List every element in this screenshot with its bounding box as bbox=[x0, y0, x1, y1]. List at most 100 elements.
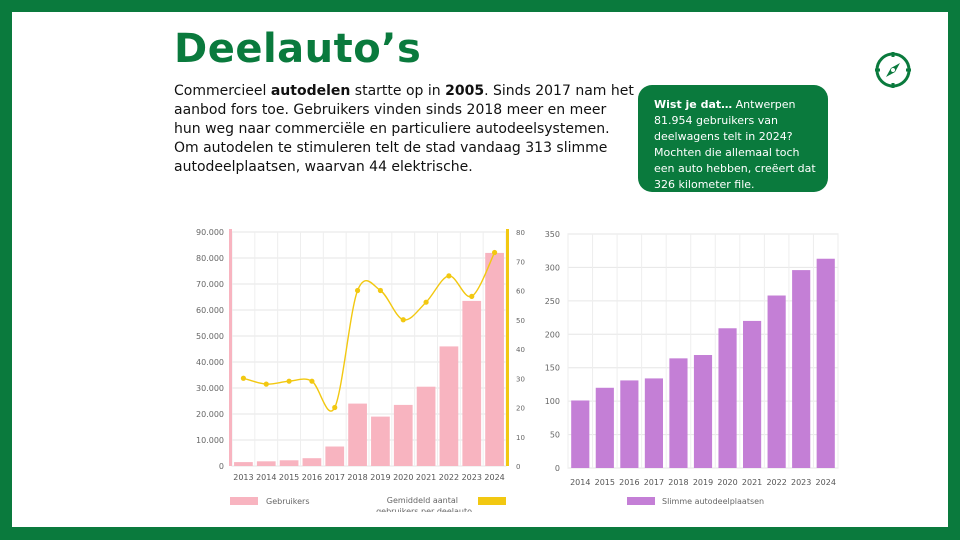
legend-label-gebruikers: Gebruikers bbox=[266, 497, 310, 506]
legend-swatch-gebruikers bbox=[230, 497, 258, 505]
bar-gebruikers bbox=[256, 461, 276, 466]
x-tick-label: 2015 bbox=[279, 473, 299, 482]
bar-gebruikers bbox=[393, 404, 413, 466]
point-gemiddeld bbox=[491, 249, 498, 256]
y-tick-label-right: 20 bbox=[516, 405, 525, 413]
x-tick-label: 2016 bbox=[302, 473, 322, 482]
x-tick-label: 2014 bbox=[256, 473, 276, 482]
bar-autodeelplaatsen bbox=[669, 358, 688, 468]
bar-gebruikers bbox=[348, 403, 367, 466]
point-gemiddeld bbox=[286, 378, 292, 384]
x-tick-label: 2017 bbox=[325, 473, 345, 482]
users-chart: 0 10.000 20.000 30.000 40.000 50.000 60.000 70.… bbox=[196, 228, 525, 512]
y-tick-label-left: 40.000 bbox=[196, 358, 224, 367]
bar-gebruikers bbox=[485, 252, 504, 466]
y-tick-label-left: 60.000 bbox=[196, 306, 224, 315]
bar-gebruikers bbox=[302, 458, 322, 466]
bar-autodeelplaatsen bbox=[693, 355, 713, 468]
bar-gebruikers bbox=[416, 386, 436, 466]
x-tick-label: 2019 bbox=[370, 473, 390, 482]
y-tick-label-left: 70.000 bbox=[196, 280, 224, 289]
intro-text-1: Commercieel bbox=[174, 83, 271, 99]
y-tick-label-right: 30 bbox=[516, 375, 525, 383]
bar-autodeelplaatsen bbox=[792, 270, 811, 468]
point-gemiddeld bbox=[263, 381, 269, 387]
y-tick-label-left: 50.000 bbox=[196, 332, 224, 341]
bar-autodeelplaatsen bbox=[743, 320, 762, 468]
parking-chart: 0 50 100 150 200 250 300 350 2014 2015 2016 2017 201… bbox=[545, 230, 839, 506]
point-gemiddeld bbox=[423, 299, 429, 305]
x-tick-label: 2022 bbox=[766, 478, 786, 487]
y-tick-label: 350 bbox=[545, 230, 560, 239]
x-tick-label: 2022 bbox=[439, 473, 459, 482]
x-tick-label: 2023 bbox=[791, 478, 811, 487]
bar-autodeelplaatsen bbox=[620, 380, 639, 468]
x-tick-label: 2017 bbox=[644, 478, 664, 487]
bar-autodeelplaatsen bbox=[718, 328, 737, 468]
page-title: Deelauto’s bbox=[174, 26, 422, 72]
bar-autodeelplaatsen bbox=[767, 295, 786, 468]
legend-label-autodeelplaatsen: Slimme autodeelplaatsen bbox=[662, 497, 764, 506]
right-axis-bar bbox=[506, 229, 509, 466]
y-tick-label: 150 bbox=[545, 364, 560, 373]
legend-label-gemiddeld-line2: gebruikers per deelauto bbox=[376, 507, 472, 512]
x-tick-label: 2018 bbox=[668, 478, 688, 487]
y-tick-label: 250 bbox=[545, 297, 560, 306]
callout-lead: Wist je dat… bbox=[654, 98, 733, 111]
point-gemiddeld bbox=[309, 378, 315, 384]
bar-gebruikers bbox=[325, 446, 345, 466]
y-tick-label-right: 70 bbox=[516, 258, 525, 266]
legend-swatch-autodeelplaatsen bbox=[627, 497, 655, 505]
x-tick-label: 2016 bbox=[619, 478, 639, 487]
y-tick-label-right: 10 bbox=[516, 434, 525, 442]
y-tick-label-left: 0 bbox=[219, 462, 224, 471]
y-tick-label-left: 90.000 bbox=[196, 228, 224, 237]
y-tick-label-right: 40 bbox=[516, 346, 525, 354]
y-tick-label-right: 80 bbox=[516, 229, 525, 237]
y-tick-label-right: 60 bbox=[516, 288, 525, 296]
point-gemiddeld bbox=[377, 287, 384, 294]
slide: Deelauto’s Commercieel autodelen startte… bbox=[12, 12, 948, 527]
bar-gebruikers bbox=[234, 462, 253, 466]
x-tick-label: 2020 bbox=[393, 473, 413, 482]
y-tick-label: 100 bbox=[545, 397, 560, 406]
intro-bold-autodelen: autodelen bbox=[270, 83, 351, 99]
bar-autodeelplaatsen bbox=[595, 387, 614, 468]
x-tick-label: 2021 bbox=[742, 478, 762, 487]
bar-autodeelplaatsen bbox=[644, 378, 663, 468]
x-tick-label: 2024 bbox=[816, 478, 836, 487]
bar-gebruikers bbox=[439, 346, 459, 466]
x-tick-label: 2023 bbox=[462, 473, 482, 482]
x-tick-label: 2018 bbox=[347, 473, 367, 482]
intro-text-3: . Sinds 2017 nam het aanbod fors toe. Ge… bbox=[174, 83, 634, 175]
y-tick-label: 300 bbox=[545, 263, 560, 272]
y-tick-label: 200 bbox=[545, 330, 560, 339]
bar-gebruikers bbox=[279, 460, 299, 466]
bar-gebruikers bbox=[371, 416, 390, 466]
y-tick-label: 0 bbox=[555, 464, 560, 473]
legend-swatch-gemiddeld bbox=[478, 497, 506, 505]
left-axis-bar bbox=[229, 229, 232, 466]
point-gemiddeld bbox=[400, 317, 406, 323]
x-tick-label: 2015 bbox=[595, 478, 615, 487]
y-tick-label-left: 10.000 bbox=[196, 436, 224, 445]
bar-autodeelplaatsen bbox=[816, 258, 835, 468]
callout-text: Antwerpen 81.954 gebruikers van deelwage… bbox=[654, 98, 816, 191]
y-tick-label-right: 0 bbox=[516, 463, 520, 471]
point-gemiddeld bbox=[240, 375, 247, 381]
x-tick-label: 2013 bbox=[233, 473, 253, 482]
intro-paragraph: Commercieel autodelen startte op in 2005… bbox=[174, 82, 634, 177]
legend-label-gemiddeld-line1: Gemiddeld aantal bbox=[387, 496, 458, 505]
x-tick-label: 2021 bbox=[416, 473, 436, 482]
point-gemiddeld bbox=[469, 293, 475, 299]
intro-bold-year: 2005 bbox=[445, 83, 485, 99]
x-tick-label: 2014 bbox=[570, 478, 590, 487]
y-tick-label-left: 20.000 bbox=[196, 410, 224, 419]
y-tick-label: 50 bbox=[550, 431, 560, 440]
point-gemiddeld bbox=[446, 273, 452, 279]
point-gemiddeld bbox=[332, 404, 338, 411]
compass-icon bbox=[874, 51, 912, 89]
y-tick-label-left: 80.000 bbox=[196, 254, 224, 263]
x-tick-label: 2024 bbox=[484, 473, 504, 482]
bar-autodeelplaatsen bbox=[571, 400, 590, 468]
